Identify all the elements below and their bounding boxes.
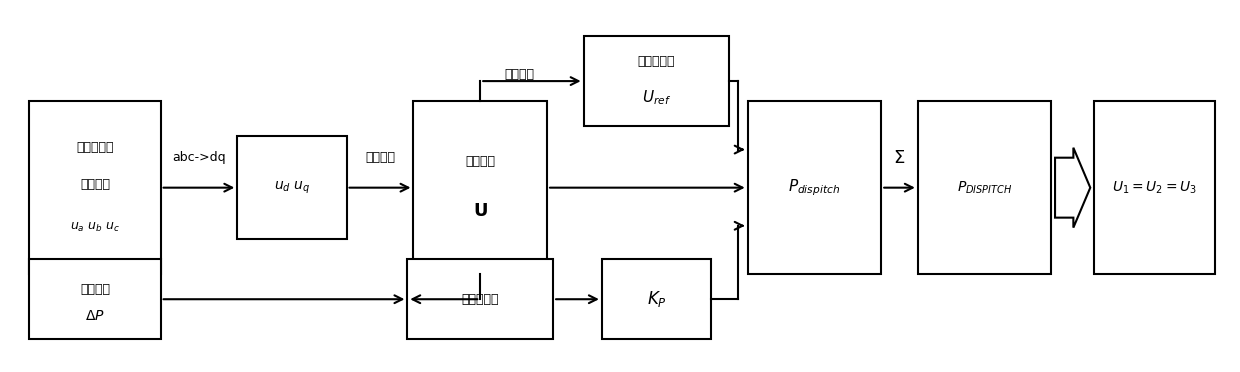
- Text: $\mathbf{U}$: $\mathbf{U}$: [472, 202, 487, 220]
- Text: $\Delta P$: $\Delta P$: [86, 309, 105, 323]
- Text: 求均方根: 求均方根: [365, 151, 396, 164]
- Bar: [30, 101, 161, 274]
- Text: 求平均值: 求平均值: [505, 68, 534, 81]
- Text: $u_d\ u_q$: $u_d\ u_q$: [274, 180, 310, 196]
- Bar: [748, 101, 882, 274]
- Text: $P_{DISPITCH}$: $P_{DISPITCH}$: [957, 179, 1012, 196]
- Text: abc->dq: abc->dq: [172, 151, 226, 164]
- Bar: [601, 259, 712, 339]
- Bar: [237, 136, 346, 239]
- Text: $U_{ref}$: $U_{ref}$: [642, 89, 671, 107]
- Bar: [1094, 101, 1215, 274]
- Text: $P_{dispitch}$: $P_{dispitch}$: [789, 177, 841, 198]
- Text: $U_1=U_2=U_3$: $U_1=U_2=U_3$: [1112, 179, 1198, 196]
- Text: 换流器端口: 换流器端口: [77, 141, 114, 154]
- Bar: [30, 259, 161, 339]
- Text: $K_P$: $K_P$: [646, 289, 666, 309]
- Bar: [584, 36, 729, 126]
- Text: $\Sigma$: $\Sigma$: [893, 149, 905, 167]
- Text: 电压幅值: 电压幅值: [465, 154, 495, 167]
- Bar: [407, 259, 553, 339]
- Text: $u_a\ u_b\ u_c$: $u_a\ u_b\ u_c$: [69, 221, 120, 234]
- Polygon shape: [1055, 148, 1090, 228]
- Text: 功率扰动: 功率扰动: [81, 283, 110, 296]
- Text: 电压调控值: 电压调控值: [637, 55, 676, 68]
- Text: 扰动分析法: 扰动分析法: [461, 293, 498, 306]
- Text: 三相电压: 三相电压: [81, 178, 110, 191]
- Bar: [413, 101, 547, 274]
- Bar: [918, 101, 1052, 274]
